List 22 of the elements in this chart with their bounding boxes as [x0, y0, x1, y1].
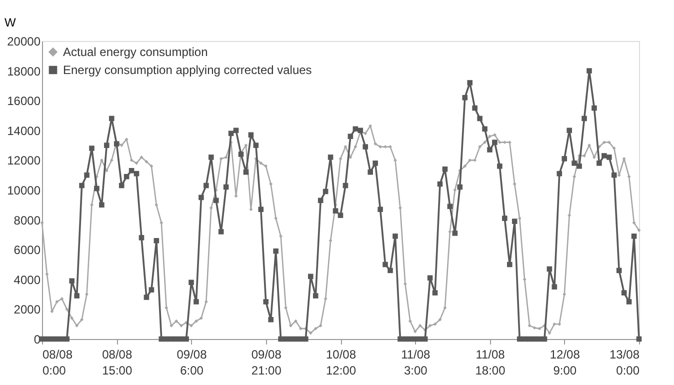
y-tick-label: 4000 — [14, 272, 41, 287]
x-tick-label: 08/08 0:00 — [42, 348, 73, 378]
y-tick-label: 14000 — [7, 124, 41, 138]
y-tick-label: 12000 — [7, 154, 41, 168]
x-tick-label: 09/08 21:00 — [251, 348, 282, 378]
y-tick-label: 2000 — [14, 302, 41, 317]
x-tick-label: 09/08 6:00 — [176, 348, 208, 378]
y-tick-label: 10000 — [7, 184, 41, 198]
x-tick-label: 11/08 3:00 — [401, 348, 431, 378]
legend-label: Energy consumption applying corrected values — [63, 63, 312, 77]
legend-label: Actual energy consumption — [63, 45, 208, 59]
x-tick-label: 10/08 12:00 — [326, 348, 356, 378]
y-tick-label: 18000 — [7, 64, 41, 78]
y-tick-label: 16000 — [7, 94, 41, 108]
y-axis-title: W — [4, 16, 16, 30]
y-tick-label: 20000 — [7, 34, 41, 48]
y-tick-label: 6000 — [14, 243, 41, 258]
x-tick-label: 08/08 15:00 — [102, 348, 132, 378]
x-tick-label: 13/08 0:00 — [609, 348, 640, 378]
x-tick-label: 11/08 18:00 — [475, 348, 506, 378]
x-tick-label: 12/08 9:00 — [550, 348, 580, 378]
y-tick-label: 8000 — [14, 213, 41, 228]
